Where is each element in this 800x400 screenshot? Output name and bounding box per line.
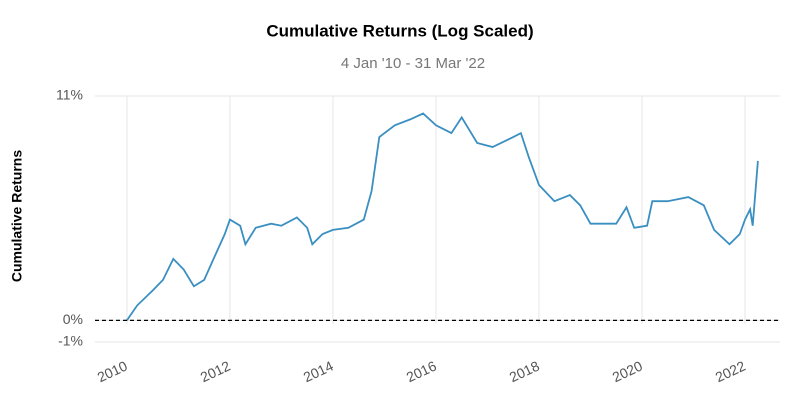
chart-title: Cumulative Returns (Log Scaled)	[266, 21, 533, 40]
x-tick-label: 2020	[610, 357, 645, 385]
y-tick-label: -1%	[58, 333, 83, 349]
chart-subtitle: 4 Jan '10 - 31 Mar '22	[341, 55, 485, 72]
y-tick-label: 11%	[56, 87, 83, 103]
x-tick-label: 2014	[301, 357, 336, 385]
y-axis-label: Cumulative Returns	[9, 150, 25, 282]
y-tick-label: 0%	[63, 311, 83, 327]
x-tick-label: 2018	[507, 357, 542, 385]
x-tick-label: 2012	[198, 357, 233, 385]
x-tick-label: 2010	[95, 357, 130, 385]
line-series	[126, 112, 759, 321]
x-tick-label: 2022	[713, 357, 748, 385]
x-tick-label: 2016	[404, 357, 439, 385]
